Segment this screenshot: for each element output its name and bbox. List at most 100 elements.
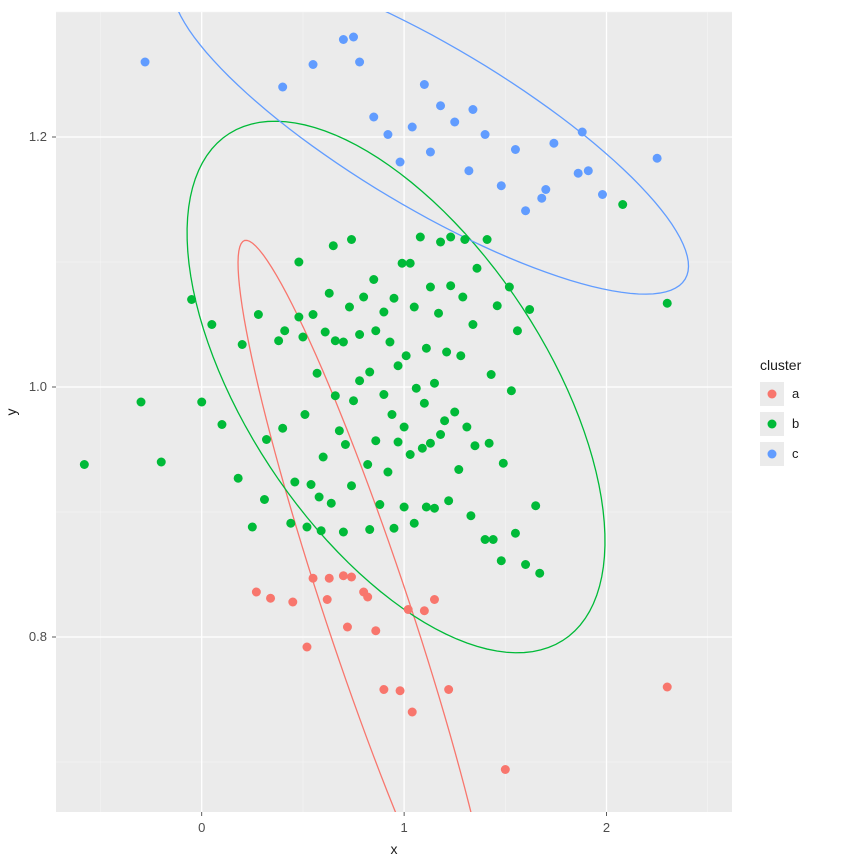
point-b xyxy=(347,481,356,490)
point-a xyxy=(663,683,672,692)
point-c xyxy=(141,58,150,67)
point-b xyxy=(458,293,467,302)
point-b xyxy=(238,340,247,349)
legend-title: cluster xyxy=(760,357,802,373)
point-b xyxy=(420,399,429,408)
point-c xyxy=(481,130,490,139)
point-b xyxy=(422,344,431,353)
point-b xyxy=(355,330,364,339)
point-b xyxy=(398,259,407,268)
point-b xyxy=(493,301,502,310)
point-c xyxy=(420,80,429,89)
point-a xyxy=(339,571,348,580)
scatter-chart: 0120.81.01.2xyclusterabc xyxy=(0,0,864,864)
point-b xyxy=(315,493,324,502)
point-b xyxy=(369,275,378,284)
point-b xyxy=(137,398,146,407)
point-b xyxy=(489,535,498,544)
point-b xyxy=(280,326,289,335)
point-c xyxy=(521,206,530,215)
point-a xyxy=(420,606,429,615)
point-a xyxy=(379,685,388,694)
point-b xyxy=(444,496,453,505)
point-b xyxy=(535,569,544,578)
point-b xyxy=(321,328,330,337)
point-c xyxy=(541,185,550,194)
point-b xyxy=(525,305,534,314)
legend-label-b: b xyxy=(792,416,799,431)
point-b xyxy=(274,336,283,345)
point-a xyxy=(252,588,261,597)
point-c xyxy=(497,181,506,190)
point-b xyxy=(440,416,449,425)
point-b xyxy=(365,368,374,377)
point-b xyxy=(302,523,311,532)
legend-point-c xyxy=(768,450,777,459)
point-c xyxy=(537,194,546,203)
point-b xyxy=(207,320,216,329)
point-b xyxy=(410,303,419,312)
point-b xyxy=(262,435,271,444)
point-b xyxy=(329,241,338,250)
point-c xyxy=(355,58,364,67)
point-b xyxy=(400,503,409,512)
point-a xyxy=(430,595,439,604)
point-b xyxy=(379,390,388,399)
point-b xyxy=(317,526,326,535)
point-b xyxy=(355,376,364,385)
point-b xyxy=(197,398,206,407)
point-b xyxy=(446,233,455,242)
point-b xyxy=(485,439,494,448)
point-b xyxy=(307,480,316,489)
point-c xyxy=(426,148,435,157)
point-a xyxy=(363,593,372,602)
point-a xyxy=(404,605,413,614)
point-c xyxy=(578,128,587,137)
point-a xyxy=(266,594,275,603)
point-b xyxy=(454,465,463,474)
point-b xyxy=(446,281,455,290)
point-b xyxy=(390,524,399,533)
point-a xyxy=(444,685,453,694)
point-b xyxy=(406,259,415,268)
point-c xyxy=(369,113,378,122)
point-b xyxy=(379,308,388,317)
point-b xyxy=(294,313,303,322)
point-a xyxy=(371,626,380,635)
point-c xyxy=(464,166,473,175)
point-b xyxy=(426,439,435,448)
point-b xyxy=(290,478,299,487)
point-b xyxy=(406,450,415,459)
y-tick-label: 1.0 xyxy=(29,379,47,394)
point-b xyxy=(426,283,435,292)
point-b xyxy=(298,333,307,342)
point-b xyxy=(497,556,506,565)
point-c xyxy=(468,105,477,114)
point-b xyxy=(294,258,303,267)
point-a xyxy=(309,574,318,583)
point-b xyxy=(663,299,672,308)
point-b xyxy=(339,338,348,347)
point-c xyxy=(653,154,662,163)
chart-svg: 0120.81.01.2xyclusterabc xyxy=(0,0,864,864)
point-b xyxy=(442,348,451,357)
point-b xyxy=(418,444,427,453)
legend-label-a: a xyxy=(792,386,800,401)
point-b xyxy=(383,468,392,477)
point-b xyxy=(339,528,348,537)
point-b xyxy=(460,235,469,244)
point-b xyxy=(300,410,309,419)
point-b xyxy=(618,200,627,209)
point-b xyxy=(248,523,257,532)
point-a xyxy=(408,708,417,717)
point-a xyxy=(343,623,352,632)
point-b xyxy=(335,426,344,435)
point-b xyxy=(450,408,459,417)
point-b xyxy=(363,460,372,469)
point-b xyxy=(313,369,322,378)
point-b xyxy=(470,441,479,450)
legend-point-b xyxy=(768,420,777,429)
point-b xyxy=(483,235,492,244)
point-b xyxy=(400,423,409,432)
point-c xyxy=(339,35,348,44)
